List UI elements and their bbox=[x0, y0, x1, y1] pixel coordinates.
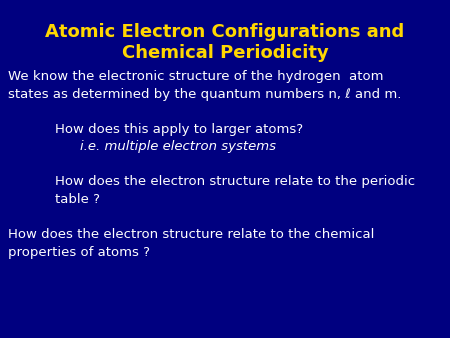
Text: Atomic Electron Configurations and: Atomic Electron Configurations and bbox=[45, 23, 405, 41]
Text: i.e. multiple electron systems: i.e. multiple electron systems bbox=[80, 140, 276, 153]
Text: Chemical Periodicity: Chemical Periodicity bbox=[122, 44, 328, 62]
Text: We know the electronic structure of the hydrogen  atom
states as determined by t: We know the electronic structure of the … bbox=[8, 70, 401, 101]
Text: How does this apply to larger atoms?: How does this apply to larger atoms? bbox=[55, 123, 303, 136]
Text: How does the electron structure relate to the periodic
table ?: How does the electron structure relate t… bbox=[55, 175, 415, 206]
Text: How does the electron structure relate to the chemical
properties of atoms ?: How does the electron structure relate t… bbox=[8, 228, 374, 259]
